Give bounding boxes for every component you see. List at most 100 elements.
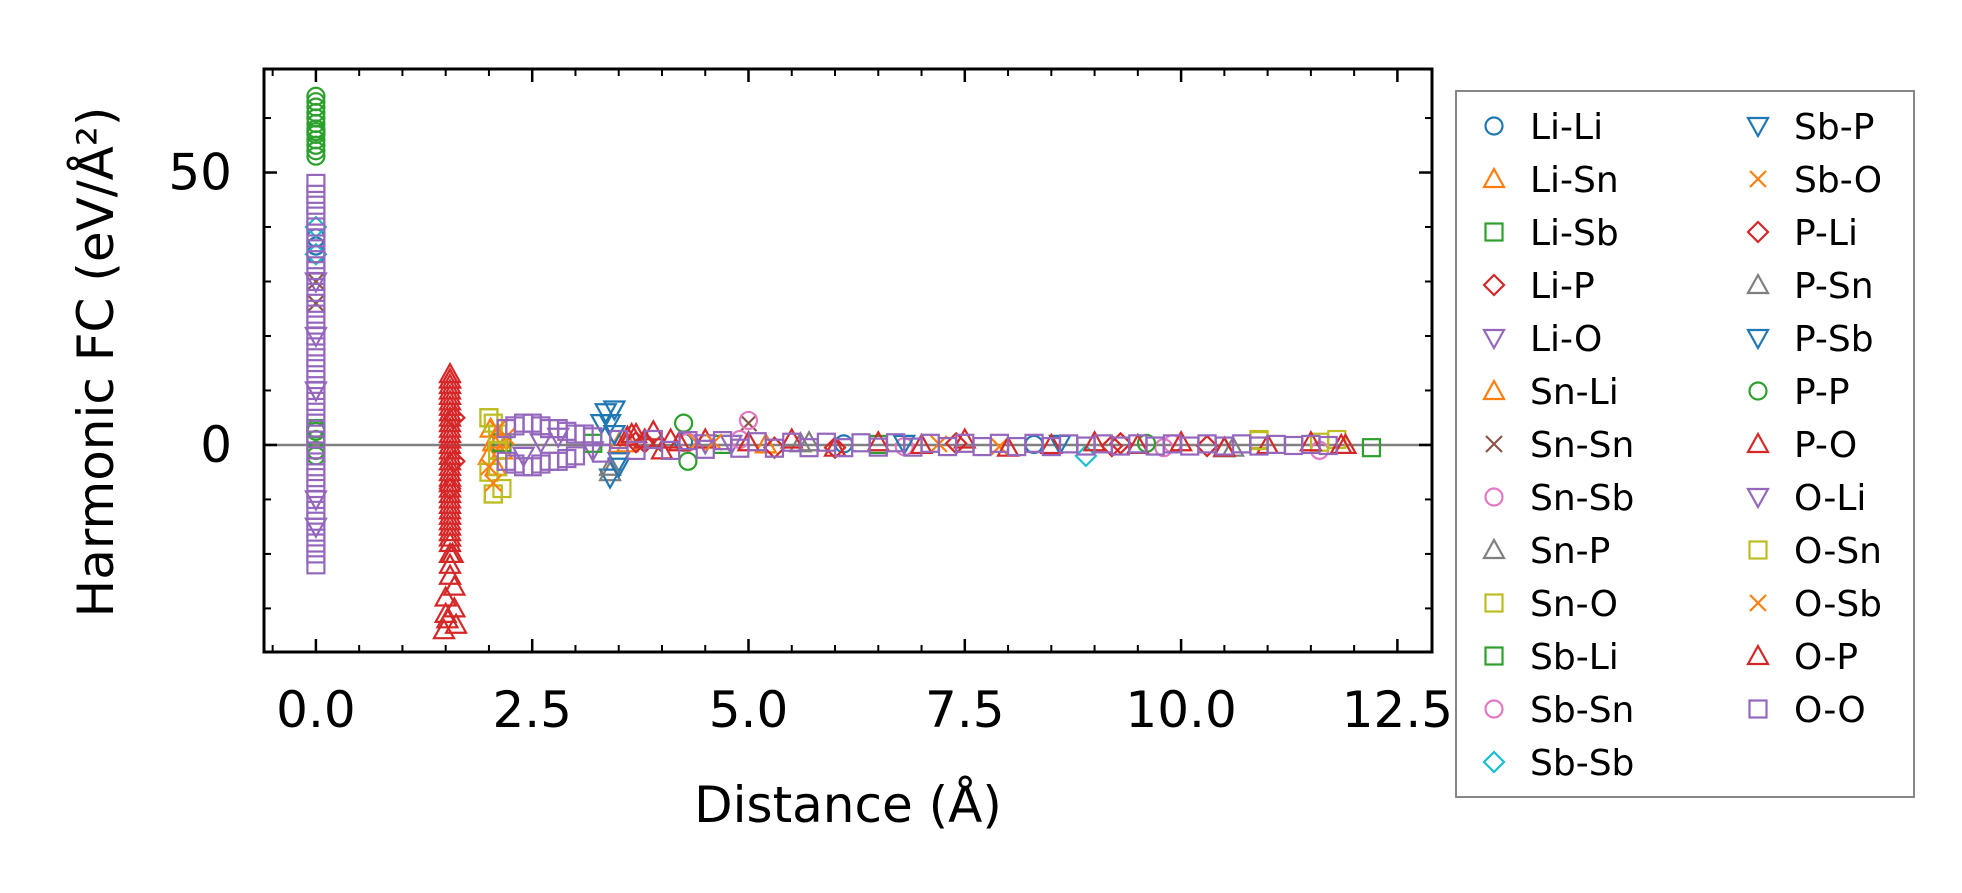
legend-item: Sb-O bbox=[1749, 160, 1882, 201]
data-point bbox=[306, 500, 326, 520]
data-point bbox=[511, 446, 536, 469]
data-point bbox=[306, 522, 326, 542]
legend-marker bbox=[1484, 699, 1504, 719]
data-point bbox=[306, 146, 326, 166]
data-point bbox=[306, 282, 326, 302]
data-point bbox=[1361, 438, 1382, 458]
legend-item: Sn-Sn bbox=[1485, 425, 1634, 466]
x-tick-label: 7.5 bbox=[925, 681, 1005, 739]
data-point bbox=[565, 446, 586, 466]
legend-item: Sn-P bbox=[1482, 531, 1610, 572]
data-point bbox=[444, 612, 468, 634]
data-point bbox=[306, 293, 326, 313]
legend-item: O-O bbox=[1748, 690, 1866, 731]
legend: Li-Li Li-Sn Li-Sb Li-P Li-O Sn-Li Sn-Sn Sn-Sb Sn… bbox=[1455, 90, 1915, 798]
data-point bbox=[306, 435, 326, 455]
legend-marker bbox=[1746, 328, 1770, 351]
legend-marker bbox=[1484, 646, 1504, 666]
legend-item: Li-Sn bbox=[1482, 160, 1619, 201]
legend-item: Sb-P bbox=[1746, 107, 1874, 148]
data-point bbox=[306, 457, 326, 477]
data-point bbox=[306, 402, 326, 422]
legend-item: Sb-Sn bbox=[1484, 690, 1634, 731]
legend-item: Sn-O bbox=[1484, 584, 1618, 625]
data-point bbox=[306, 260, 326, 281]
legend-marker bbox=[1484, 487, 1504, 507]
legend-label: O-O bbox=[1794, 690, 1866, 731]
data-point bbox=[306, 359, 326, 379]
legend-label: O-Li bbox=[1794, 478, 1866, 519]
data-point bbox=[306, 228, 326, 248]
legend-item: O-P bbox=[1746, 637, 1858, 678]
data-point bbox=[609, 429, 629, 450]
data-point bbox=[1212, 435, 1237, 457]
data-point bbox=[306, 555, 326, 575]
data-point bbox=[306, 413, 326, 433]
data-point bbox=[1108, 431, 1133, 455]
legend-label: Sb-Li bbox=[1530, 637, 1619, 678]
legend-marker bbox=[1482, 750, 1506, 774]
legend-item: Sb-Sb bbox=[1482, 743, 1634, 784]
legend-marker bbox=[1748, 699, 1768, 719]
legend-marker bbox=[1746, 116, 1770, 139]
legend-item: Li-Li bbox=[1484, 107, 1603, 148]
data-point bbox=[952, 427, 977, 449]
legend-item: Li-Sb bbox=[1484, 213, 1619, 254]
data-point bbox=[442, 574, 467, 596]
legend-item: P-Sb bbox=[1746, 319, 1874, 360]
legend-marker bbox=[1748, 381, 1768, 401]
data-point bbox=[1299, 429, 1323, 452]
data-point bbox=[306, 489, 326, 510]
y-tick-label: 50 bbox=[168, 144, 232, 202]
data-point bbox=[307, 294, 325, 313]
legend-item: O-Sn bbox=[1748, 531, 1882, 572]
data-point bbox=[306, 195, 326, 215]
legend-label: O-Sb bbox=[1794, 584, 1882, 625]
series-p-o bbox=[432, 361, 1358, 640]
legend-item: P-O bbox=[1746, 425, 1857, 466]
legend-marker bbox=[1485, 435, 1503, 453]
legend-item: O-Sb bbox=[1749, 584, 1882, 625]
legend-label: Sn-Sb bbox=[1530, 478, 1634, 519]
data-point bbox=[479, 462, 499, 482]
legend-label: P-Li bbox=[1794, 213, 1858, 254]
legend-item: P-Sn bbox=[1746, 266, 1874, 307]
legend-label: Sb-Sb bbox=[1530, 743, 1634, 784]
data-point bbox=[306, 239, 326, 259]
legend-marker bbox=[1482, 273, 1506, 297]
data-point bbox=[306, 424, 326, 444]
legend-marker bbox=[1484, 593, 1504, 613]
data-point bbox=[1318, 435, 1338, 456]
legend-label: Sn-O bbox=[1530, 584, 1618, 625]
x-axis-title: Distance (Å) bbox=[694, 776, 1002, 834]
data-point bbox=[306, 135, 326, 155]
data-point bbox=[1074, 444, 1098, 468]
legend-item: Li-O bbox=[1482, 319, 1602, 360]
series-o-o bbox=[306, 173, 1338, 575]
legend-marker bbox=[1482, 328, 1506, 351]
legend-label: O-P bbox=[1794, 637, 1858, 678]
data-point bbox=[598, 454, 622, 476]
data-point bbox=[1100, 434, 1124, 458]
legend-item: Sn-Li bbox=[1482, 372, 1619, 413]
legend-item: P-Li bbox=[1746, 213, 1858, 254]
x-tick-label: 0.0 bbox=[276, 681, 356, 739]
data-point bbox=[306, 446, 326, 466]
legend-label: P-P bbox=[1794, 372, 1850, 413]
legend-label: Li-O bbox=[1530, 319, 1602, 360]
legend-label: Sb-P bbox=[1794, 107, 1874, 148]
data-point bbox=[598, 468, 622, 490]
legend-item: Sb-Li bbox=[1484, 637, 1619, 678]
legend-marker bbox=[1482, 537, 1506, 560]
data-point bbox=[591, 443, 612, 463]
data-point bbox=[432, 617, 456, 640]
legend-marker bbox=[1482, 378, 1506, 401]
legend-label: P-O bbox=[1794, 425, 1857, 466]
data-point bbox=[1039, 432, 1064, 455]
data-point bbox=[480, 457, 498, 476]
data-point bbox=[438, 530, 462, 553]
x-tick-label: 12.5 bbox=[1342, 681, 1453, 739]
data-point bbox=[307, 272, 325, 291]
y-tick-label: 0 bbox=[200, 416, 232, 474]
data-point bbox=[306, 391, 326, 411]
